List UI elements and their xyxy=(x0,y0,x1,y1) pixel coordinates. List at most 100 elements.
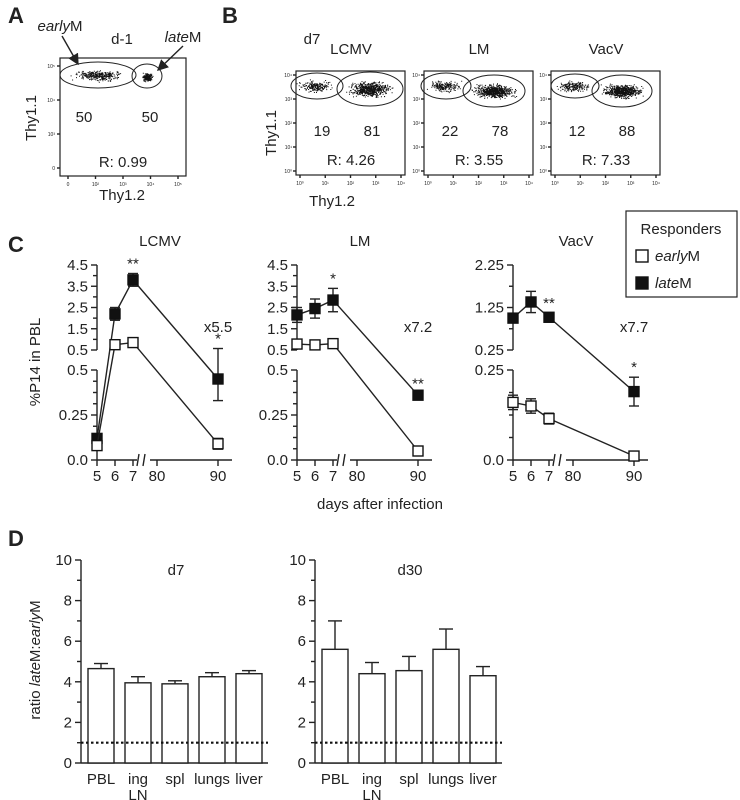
tick-label: 10⁴ xyxy=(284,73,292,79)
text-part: early xyxy=(37,18,71,35)
bar xyxy=(124,682,152,764)
tick-label: 10³ xyxy=(413,97,421,103)
tick-label: 0.5 xyxy=(67,362,88,379)
category-label: LN xyxy=(128,787,147,800)
tick-label: 4.5 xyxy=(267,257,288,274)
plot-title: LM xyxy=(469,41,490,58)
tick-label: 2.5 xyxy=(67,300,88,317)
x-axis-label: days after infection xyxy=(317,496,443,513)
series-line-earlym xyxy=(96,341,219,446)
fold-change-label: x5.5 xyxy=(204,319,232,336)
text-part: late xyxy=(27,662,44,686)
tick-label: 0.25 xyxy=(259,407,288,424)
tick-label: 10² xyxy=(92,182,100,188)
percent-latem: 88 xyxy=(619,123,636,140)
series-line-earlym xyxy=(512,401,635,457)
data-point-earlym xyxy=(309,339,321,351)
bar xyxy=(235,672,263,764)
gate-earlym xyxy=(420,72,472,100)
percent-latem: 50 xyxy=(142,109,159,126)
chart-title: LCMV xyxy=(139,233,181,250)
tick-label: 10 xyxy=(289,552,306,569)
data-point-latem xyxy=(628,385,640,398)
tick-label: 10³ xyxy=(48,132,56,138)
tick-label: 6 xyxy=(111,468,119,485)
timepoint-label: d-1 xyxy=(111,31,133,48)
text-part: M xyxy=(70,18,83,35)
percent-earlym: 50 xyxy=(76,109,93,126)
bar xyxy=(161,683,189,764)
tick-label: 10⁵ xyxy=(47,64,55,70)
axis-break xyxy=(136,453,140,467)
gate-latem xyxy=(336,71,404,107)
gate-earlym xyxy=(550,73,600,99)
tick-label: 10¹ xyxy=(413,145,421,151)
tick-label: 7 xyxy=(329,468,337,485)
tick-label: 2 xyxy=(298,714,306,731)
tick-label: 10⁰ xyxy=(284,169,292,175)
flow-dots xyxy=(346,81,394,98)
gate-latem xyxy=(462,74,526,108)
text-part: ratio xyxy=(27,686,44,719)
bar xyxy=(198,676,226,764)
flow-plots-b: d7 LCMV 19 81 R: 4.26 10⁰ 10¹ 10² 10³ 10⁴ 10⁴ 10³ 10… xyxy=(263,31,661,210)
gate-latem xyxy=(591,74,653,108)
tick-label: 80 xyxy=(149,468,166,485)
gate-earlym xyxy=(290,72,344,100)
data-point-earlym xyxy=(109,338,121,351)
tick-label: 0.0 xyxy=(67,452,88,469)
data-point-latem xyxy=(291,309,303,321)
tick-label: 5 xyxy=(293,468,301,485)
y-axis-label: %P14 in PBL xyxy=(27,318,44,406)
text-part: early xyxy=(27,611,44,645)
significance-marker: * xyxy=(330,270,336,287)
tick-label: 10⁴ xyxy=(47,98,55,104)
series-line-latem xyxy=(296,299,419,396)
text-part: M: xyxy=(27,645,44,662)
category-label: spl xyxy=(399,771,418,788)
bar xyxy=(321,648,349,764)
fold-change-label: x7.7 xyxy=(620,319,648,336)
percent-earlym: 19 xyxy=(314,123,331,140)
tick-label: 10¹ xyxy=(450,181,458,187)
series-line-latem xyxy=(96,278,219,439)
data-point-earlym xyxy=(91,439,103,452)
tick-label: 10⁴ xyxy=(652,181,660,187)
flow-plot-vacv: VacV 12 88 R: 7.33 10⁰ 10¹ 10² 10³ 10⁴ 10⁴ 10³ 10² 1… xyxy=(539,41,661,187)
data-point-earlym xyxy=(525,400,537,412)
category-label: lungs xyxy=(428,771,464,788)
tick-label: 3.5 xyxy=(67,278,88,295)
panel-label-b: B xyxy=(222,3,238,28)
category-label: liver xyxy=(469,771,497,788)
data-point-earlym xyxy=(127,336,139,349)
tick-label: 10⁴ xyxy=(525,181,533,187)
gate-label-earlym: earlyM xyxy=(37,18,82,35)
text-part: late xyxy=(655,275,679,292)
plot-title: LCMV xyxy=(330,41,372,58)
data-point-latem xyxy=(525,296,537,308)
fold-change-label: x7.2 xyxy=(404,319,432,336)
y-axis-label: ratio lateM:earlyM xyxy=(27,600,44,719)
tick-label: 90 xyxy=(410,468,427,485)
data-point-latem xyxy=(507,312,519,324)
tick-label: 0.5 xyxy=(267,362,288,379)
tick-label: 10³ xyxy=(540,97,548,103)
text-part: M xyxy=(679,275,692,292)
flow-dots xyxy=(471,83,518,100)
category-label: PBL xyxy=(87,771,115,788)
flow-dots xyxy=(296,79,333,93)
data-point-earlym xyxy=(327,337,339,350)
tick-label: 10³ xyxy=(372,181,380,187)
category-label: LN xyxy=(362,787,381,800)
data-point-earlym xyxy=(543,412,555,425)
chart-title: VacV xyxy=(559,233,594,250)
tick-label: 6 xyxy=(298,633,306,650)
tick-label: 1.5 xyxy=(267,321,288,338)
category-label: PBL xyxy=(321,771,349,788)
tick-label: 10⁴ xyxy=(397,181,405,187)
bar xyxy=(432,648,460,764)
